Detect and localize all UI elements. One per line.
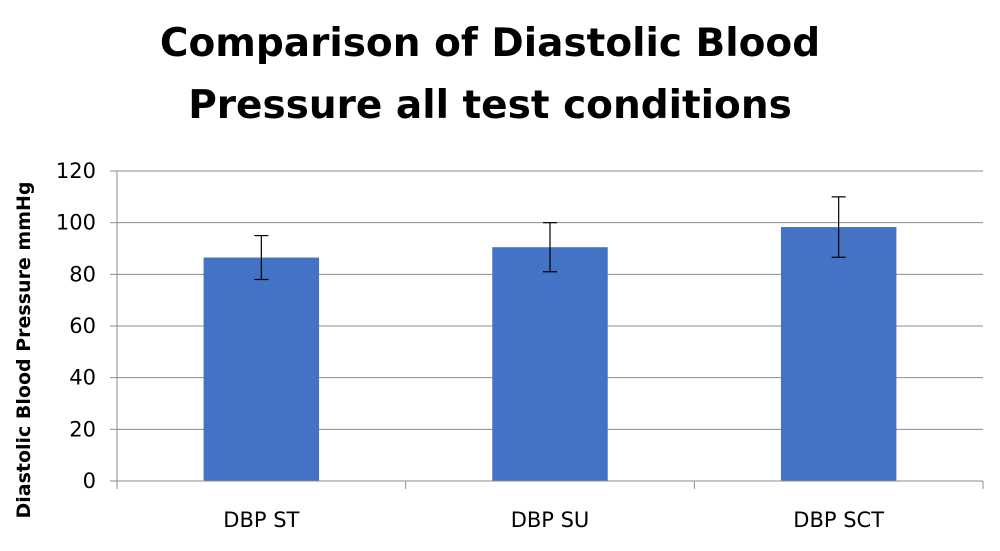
- y-tick-label: 80: [69, 262, 96, 286]
- chart-title-line-2: Pressure all test conditions: [188, 83, 792, 128]
- x-category-label: DBP SU: [511, 508, 590, 532]
- y-tick-label: 20: [69, 417, 96, 441]
- chart-title-line-1: Comparison of Diastolic Blood: [160, 21, 820, 66]
- axes: [110, 170, 984, 489]
- bar-dbp-su: [492, 247, 608, 481]
- error-bars: [254, 196, 846, 281]
- x-category-label: DBP SCT: [793, 508, 884, 532]
- y-tick-labels: 0 20 40 60 80 100 120: [56, 159, 96, 493]
- x-category-label: DBP ST: [223, 508, 299, 532]
- y-tick-label: 100: [56, 211, 96, 235]
- bar-dbp-sct: [780, 227, 897, 481]
- x-category-labels: DBP ST DBP SU DBP SCT: [223, 508, 884, 532]
- y-axis-label: Diastolic Blood Pressure mmHg: [13, 181, 35, 518]
- bars: [203, 227, 897, 481]
- y-tick-label: 120: [56, 159, 96, 183]
- y-tick-label: 60: [69, 314, 96, 338]
- bar-dbp-st: [203, 257, 320, 481]
- y-tick-label: 40: [69, 366, 96, 390]
- y-tick-label: 0: [83, 469, 96, 493]
